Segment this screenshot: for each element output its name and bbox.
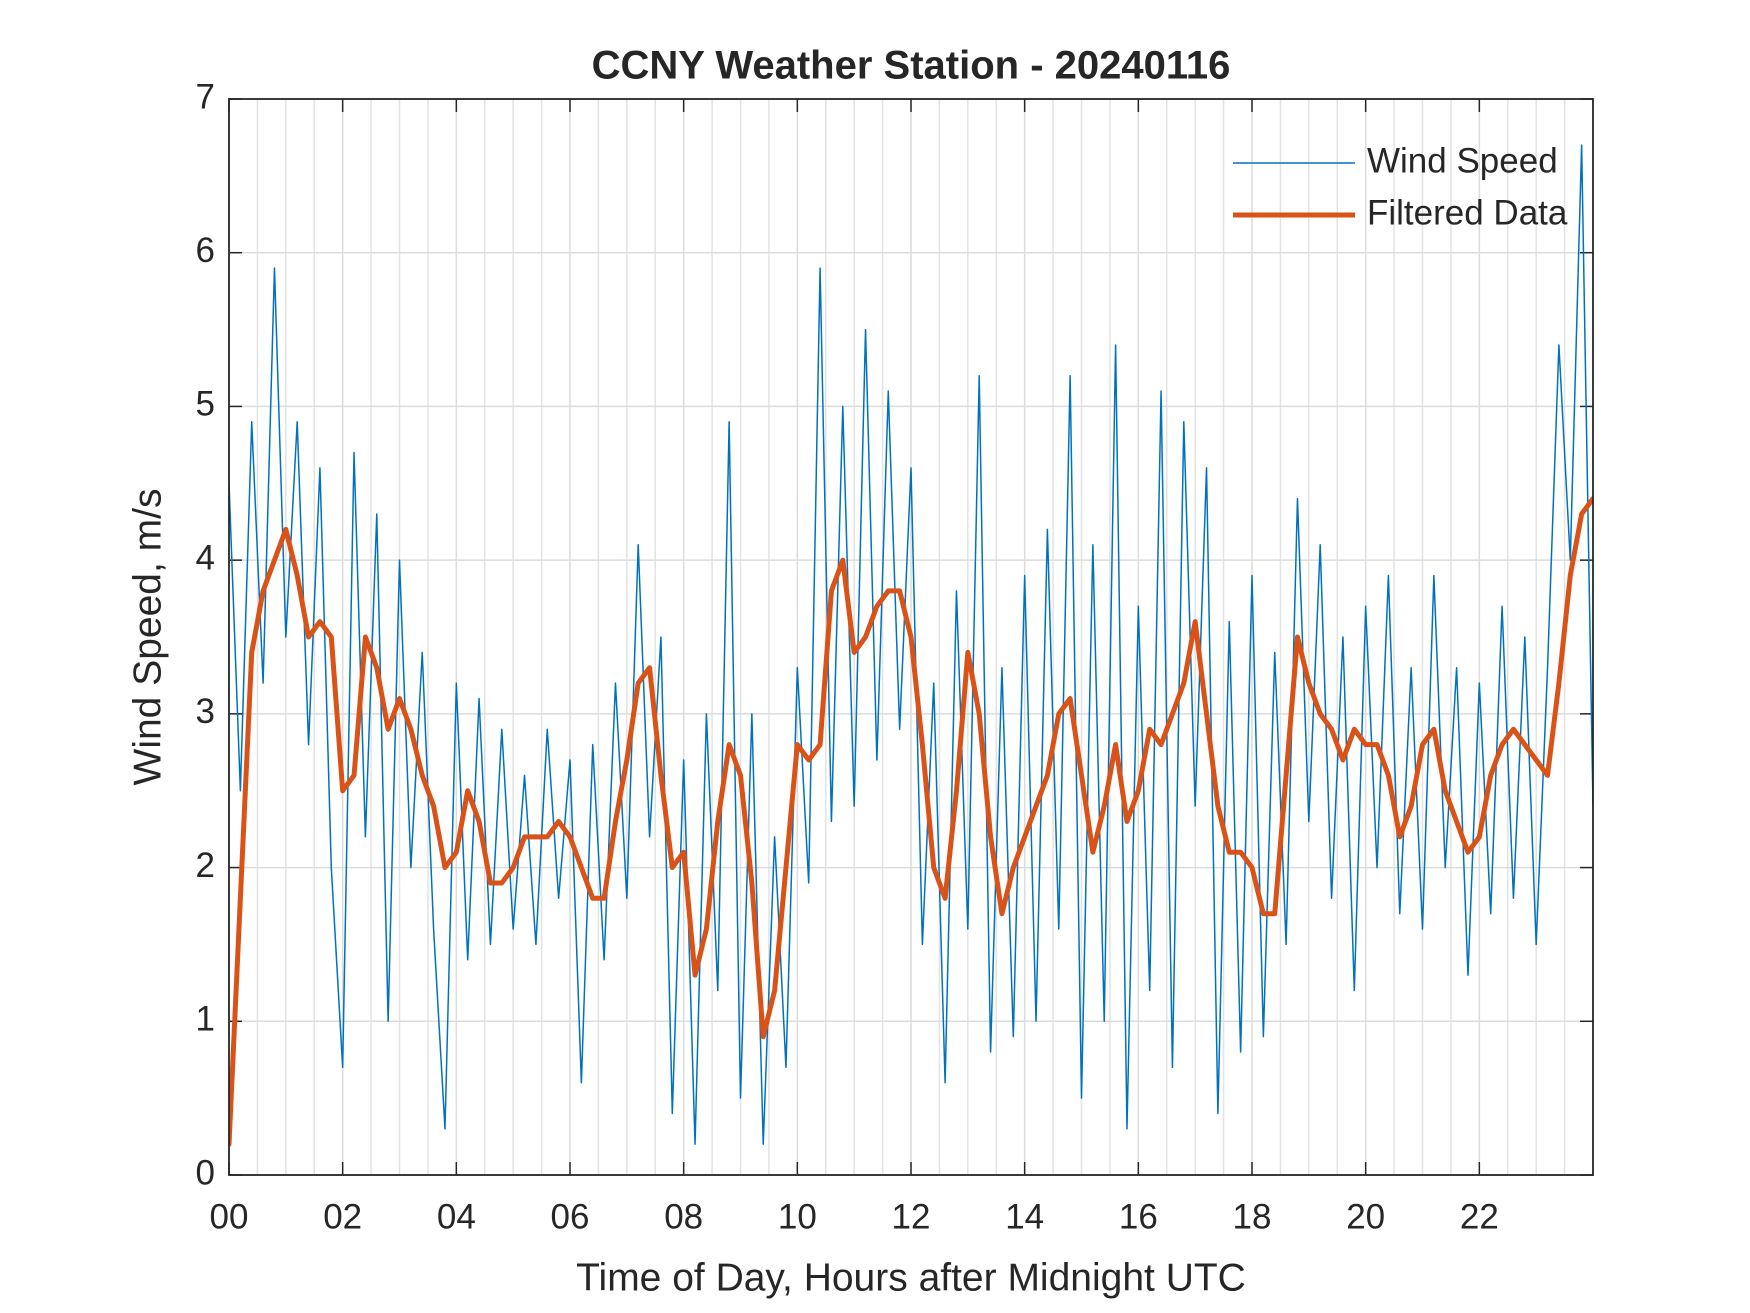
y-tick-label: 4 <box>196 538 215 577</box>
x-tick-label: 16 <box>1119 1197 1158 1236</box>
x-tick-label: 02 <box>323 1197 362 1236</box>
y-tick-label: 7 <box>196 77 215 116</box>
x-tick-label: 00 <box>210 1197 249 1236</box>
y-axis-label: Wind Speed, m/s <box>126 489 169 786</box>
x-tick-label: 14 <box>1005 1197 1044 1236</box>
x-tick-label: 08 <box>664 1197 703 1236</box>
x-tick-label: 12 <box>892 1197 931 1236</box>
x-tick-label: 20 <box>1346 1197 1385 1236</box>
data-line <box>229 144 1593 1146</box>
legend-label: Filtered Data <box>1367 193 1568 232</box>
x-tick-label: 18 <box>1233 1197 1272 1236</box>
legend: Wind Speed Filtered Data <box>1233 141 1568 232</box>
x-tick-label: 10 <box>778 1197 817 1236</box>
data-line <box>229 496 1593 1147</box>
chart-title: CCNY Weather Station - 20240116 <box>592 44 1231 88</box>
y-tick-label: 0 <box>196 1153 215 1192</box>
y-tick-label: 3 <box>196 692 215 731</box>
y-tick-label: 5 <box>196 385 215 424</box>
x-tick-label: 06 <box>551 1197 590 1236</box>
legend-label: Wind Speed <box>1367 141 1558 180</box>
y-tick-label: 2 <box>196 846 215 885</box>
axes-box <box>228 98 1594 1176</box>
y-tick-label: 6 <box>196 231 215 270</box>
y-tick-label: 1 <box>196 1000 215 1039</box>
x-tick-label: 04 <box>437 1197 476 1236</box>
x-axis-label: Time of Day, Hours after Midnight UTC <box>576 1256 1246 1299</box>
x-tick-label: 22 <box>1460 1197 1499 1236</box>
